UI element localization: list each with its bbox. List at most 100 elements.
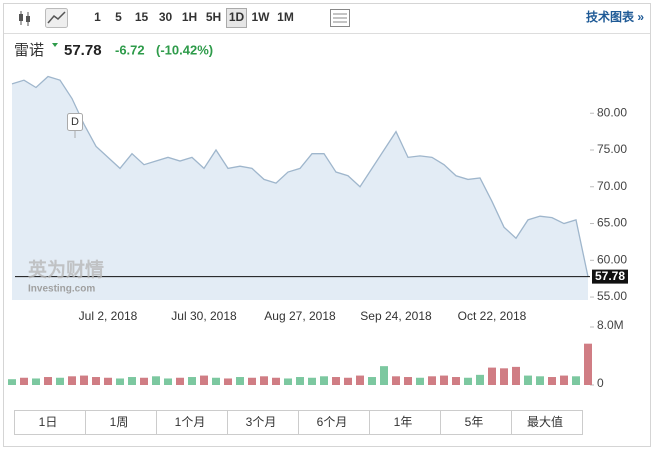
price-line (11, 75, 589, 277)
volume-bar (224, 378, 232, 385)
candle-icon[interactable] (19, 11, 30, 26)
range-group: 1日 1周 1个月 3个月 6个月 1年 5年 最大值 (14, 410, 583, 435)
volume-bar (392, 376, 400, 385)
down-arrow (52, 43, 58, 47)
volume-bar (584, 343, 592, 385)
range-label[interactable]: 最大值 (527, 414, 563, 429)
change: -6.72 (115, 42, 145, 57)
y-tick-label: 65.00 (597, 216, 627, 230)
interval-button[interactable]: 1W (252, 10, 271, 24)
volume-bar (368, 377, 376, 385)
interval-button[interactable]: 30 (159, 10, 173, 24)
interval-button[interactable]: 5H (206, 10, 221, 24)
volume-bar (200, 375, 208, 385)
watermark-brand: 英为财情 (28, 258, 104, 281)
y-tick-label: 75.00 (597, 142, 627, 156)
volume-bar (56, 377, 64, 385)
volume-bar (404, 377, 412, 385)
table-icon[interactable] (330, 9, 350, 27)
volume-bar (128, 377, 136, 385)
line-icon[interactable] (45, 8, 68, 28)
range-button[interactable] (156, 410, 228, 435)
range-button[interactable] (369, 410, 441, 435)
marker-label: D (71, 116, 79, 128)
volume-bar (356, 375, 364, 385)
volume-bar (344, 377, 352, 385)
x-tick-label: Sep 24, 2018 (360, 309, 432, 323)
volume-bar (248, 377, 256, 385)
y-tick-label: 8.0M (597, 318, 624, 332)
volume-bar (212, 377, 220, 385)
instrument-name: 雷诺 (14, 42, 44, 59)
price: 57.78 (64, 42, 102, 59)
price-area (12, 76, 588, 301)
y-tick-label: 60.00 (597, 252, 627, 266)
range-label[interactable]: 3个月 (246, 415, 277, 429)
volume-bar (524, 375, 532, 385)
range-button[interactable] (227, 410, 299, 435)
interval-button[interactable]: 1D (229, 10, 245, 24)
range-button[interactable] (85, 410, 157, 435)
interval-button[interactable]: 1M (277, 10, 294, 24)
volume-bar (428, 376, 436, 385)
volume-bar (560, 375, 568, 385)
volume-bar (44, 377, 52, 385)
volume-bar (32, 378, 40, 385)
range-button[interactable] (511, 410, 583, 435)
volume-bar (164, 378, 172, 385)
volume-bar (260, 376, 268, 385)
range-label[interactable]: 1年 (394, 415, 413, 429)
watermark-site: Investing.com (28, 284, 95, 295)
volume-bar (236, 377, 244, 385)
change-pct: (-10.42%) (156, 42, 213, 57)
volume-bar (572, 376, 580, 385)
range-label[interactable]: 5年 (465, 415, 484, 429)
volume-bar (476, 374, 484, 385)
volume-bar (488, 367, 496, 385)
volume-bar (272, 377, 280, 385)
range-button[interactable] (440, 410, 512, 435)
volume-bar (512, 366, 520, 385)
interval-button[interactable]: 15 (135, 10, 149, 24)
volume-bar (8, 379, 16, 385)
interval-button[interactable]: 5 (115, 10, 122, 24)
y-tick-label: 70.00 (597, 179, 627, 193)
interval-button[interactable]: 1H (182, 10, 197, 24)
range-label[interactable]: 1周 (110, 415, 129, 429)
x-tick-label: Jul 30, 2018 (171, 309, 237, 323)
interval-selected (226, 8, 247, 28)
x-tick-label: Aug 27, 2018 (264, 309, 336, 323)
range-label[interactable]: 6个月 (317, 415, 348, 429)
interval-button[interactable]: 1 (94, 10, 101, 24)
interval-group: 1 5 15 30 1H 5H 1D 1W 1M (94, 8, 294, 28)
volume-bar (440, 375, 448, 385)
volume-bar (92, 377, 100, 385)
volume-bar (188, 377, 196, 385)
tech-chart-link[interactable]: 技术图表 » (586, 9, 644, 24)
last-price-label: 57.78 (595, 269, 625, 283)
last-price-box (592, 269, 628, 284)
volume-bar (500, 368, 508, 385)
plot: 55.00 60.00 65.00 70.00 75.00 80.00 Jul 2, 201… (8, 75, 628, 390)
volume-bar (140, 377, 148, 385)
volume-bar (452, 377, 460, 385)
range-button[interactable] (298, 410, 370, 435)
volume-bar (320, 376, 328, 385)
range-label[interactable]: 1日 (39, 415, 58, 429)
y-tick-label: 55.00 (597, 289, 627, 303)
volume-bar (116, 378, 124, 385)
volume-bar (332, 377, 340, 385)
volume-bar (536, 376, 544, 385)
volume-bar (104, 377, 112, 385)
volume-bar (68, 376, 76, 385)
range-button[interactable] (14, 410, 86, 435)
volume-bar (80, 375, 88, 385)
volume-bar (296, 377, 304, 385)
marker-box (67, 113, 83, 131)
y-tick-label: 0 (597, 376, 604, 390)
range-label[interactable]: 1个月 (175, 415, 206, 429)
volume-bar (308, 377, 316, 385)
volume-bar (464, 377, 472, 385)
